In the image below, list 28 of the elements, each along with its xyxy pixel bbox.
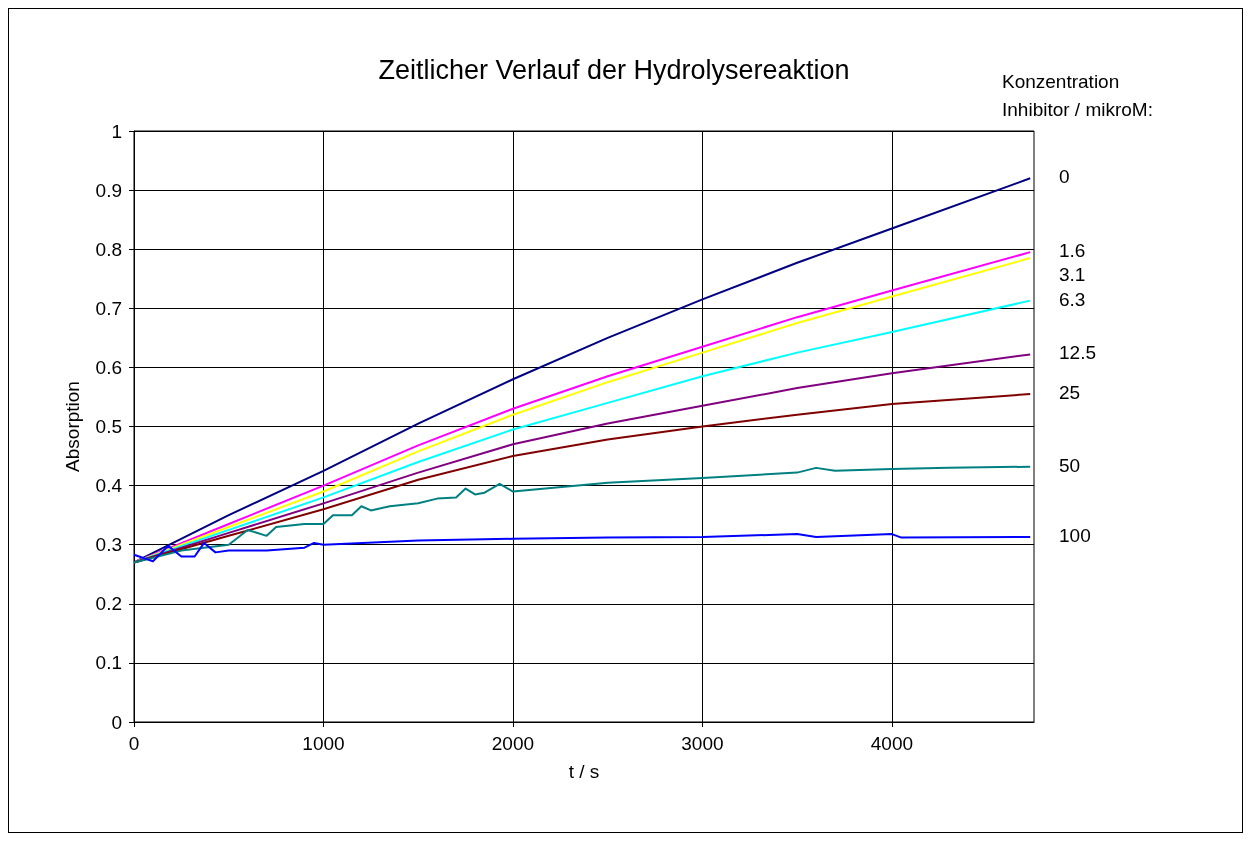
series-label: 6.3 [1059, 288, 1086, 310]
y-tick-label: 0.8 [95, 238, 122, 260]
x-axis-title: t / s [568, 761, 600, 782]
y-axis-title: Absorption [62, 381, 83, 472]
x-tick-label: 2000 [491, 733, 535, 754]
y-tick-label: 1 [111, 120, 122, 142]
series-label: 3.1 [1059, 264, 1086, 286]
y-tick-label: 0.4 [95, 475, 123, 497]
y-tick-label: 0.1 [95, 652, 122, 674]
x-tick-label: 4000 [870, 733, 914, 754]
series-label: 1.6 [1059, 240, 1086, 262]
x-tick-label: 0 [128, 733, 140, 754]
y-tick-label: 0.9 [95, 179, 122, 201]
y-tick-label: 0.3 [95, 534, 122, 556]
chart-title: Zeitlicher Verlauf der Hydrolysereaktion [378, 54, 850, 85]
series-label: 25 [1059, 381, 1081, 403]
y-tick-label: 0 [111, 711, 122, 733]
series-label: 100 [1059, 525, 1091, 547]
series-label: 0 [1059, 166, 1070, 188]
y-tick-label: 0.2 [95, 593, 122, 615]
series-label: 50 [1059, 454, 1081, 476]
x-tick-label: 1000 [302, 733, 345, 754]
y-tick-label: 0.5 [95, 416, 122, 437]
series-label: 12.5 [1059, 342, 1096, 364]
y-tick-label: 0.7 [95, 297, 122, 319]
legend-title: Konzentration Inhibitor / mikroM: [1002, 70, 1153, 120]
x-tick-label: 3000 [681, 733, 724, 754]
y-tick-label: 0.6 [95, 356, 122, 378]
